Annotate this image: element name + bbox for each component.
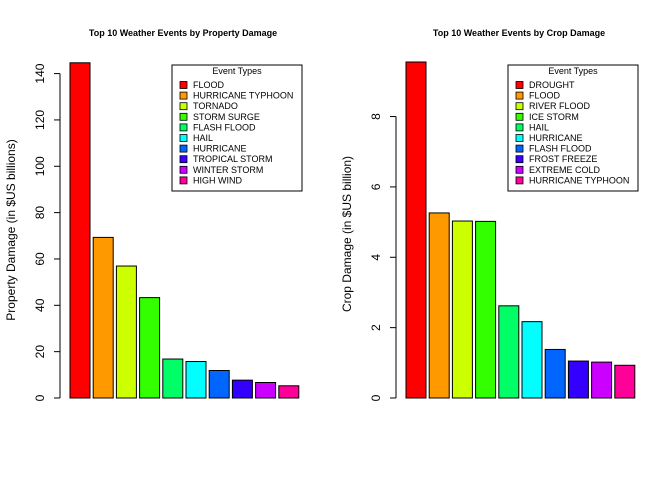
y-tick-label: 0	[369, 394, 383, 401]
legend-label: EXTREME COLD	[529, 165, 601, 175]
legend-label: HURRICANE	[193, 144, 247, 154]
legend-label: HAIL	[193, 133, 213, 143]
bar-group	[405, 61, 636, 399]
bar	[567, 360, 589, 399]
bar	[231, 379, 253, 399]
legend-swatch	[179, 144, 188, 153]
bar	[521, 321, 543, 399]
bar	[255, 381, 277, 399]
chart-title: Top 10 Weather Events by Crop Damage	[433, 28, 605, 38]
legend-box	[171, 64, 303, 192]
bar	[428, 212, 450, 399]
y-axis: 0 20 40 60 80 100 120 140	[33, 63, 61, 401]
legend-swatch	[515, 81, 524, 89]
legend-title: Event Types	[548, 66, 598, 76]
legend-swatch	[179, 102, 188, 111]
crop-damage-panel: Top 10 Weather Events by Crop Damage Cro…	[340, 28, 639, 401]
y-tick-label: 60	[33, 252, 47, 266]
y-tick-label: 120	[33, 110, 47, 130]
bar	[278, 385, 300, 399]
legend-label: WINTER STORM	[193, 165, 263, 175]
legend-label: FROST FREEZE	[529, 154, 597, 164]
legend-box	[507, 64, 639, 192]
y-tick-label: 20	[33, 345, 47, 359]
y-axis-label: Crop Damage (in $US billion)	[340, 156, 354, 312]
legend-swatch	[515, 134, 524, 142]
legend-label: HIGH WIND	[193, 175, 242, 185]
y-axis: 0 2 4 6 8	[369, 113, 397, 401]
bar	[475, 220, 497, 399]
legend-title: Event Types	[212, 66, 262, 76]
bar	[115, 265, 137, 399]
bar	[544, 348, 566, 399]
legend-label: HURRICANE TYPHOON	[529, 175, 629, 185]
bar	[591, 361, 613, 399]
legend-swatch	[179, 134, 188, 142]
legend-swatch	[515, 112, 524, 121]
bar	[162, 358, 184, 399]
legend-label: HURRICANE	[529, 133, 583, 143]
legend-label: FLASH FLOOD	[529, 144, 592, 154]
legend-label: FLASH FLOOD	[193, 122, 256, 132]
chart-title: Top 10 Weather Events by Property Damage	[89, 28, 277, 38]
legend-label: DROUGHT	[529, 80, 575, 90]
legend-label: HURRICANE TYPHOON	[193, 91, 293, 101]
y-tick-label: 80	[33, 206, 47, 220]
bar	[208, 369, 230, 399]
legend-label: FLOOD	[193, 80, 225, 90]
legend-swatch	[515, 155, 524, 164]
bar	[185, 361, 207, 399]
legend-swatch	[179, 155, 188, 164]
bar	[614, 364, 636, 399]
bar	[92, 236, 114, 399]
y-axis-label: Property Damage (in $US billions)	[4, 139, 18, 320]
bar	[451, 220, 473, 399]
legend-swatch	[515, 165, 524, 174]
legend-label: ICE STORM	[529, 112, 579, 122]
legend-label: STORM SURGE	[193, 112, 260, 122]
legend-swatch	[515, 176, 524, 185]
legend-swatch	[515, 123, 524, 132]
property-damage-panel: Top 10 Weather Events by Property Damage…	[4, 28, 303, 401]
y-tick-label: 2	[369, 324, 383, 331]
y-tick-label: 4	[369, 254, 383, 261]
y-tick-label: 8	[369, 113, 383, 120]
legend-swatch	[515, 144, 524, 153]
legend-swatch	[179, 91, 188, 100]
legend-label: FLOOD	[529, 91, 561, 101]
legend-label: TORNADO	[193, 101, 238, 111]
legend-swatch	[179, 176, 188, 185]
y-tick-label: 100	[33, 156, 47, 176]
bar	[405, 61, 427, 399]
y-tick-label: 6	[369, 183, 383, 190]
bar	[498, 305, 520, 399]
legend-label: TROPICAL STORM	[193, 154, 273, 164]
legend-label: RIVER FLOOD	[529, 101, 591, 111]
y-tick-label: 140	[33, 63, 47, 83]
legend-swatch	[515, 91, 524, 100]
bar-group	[69, 62, 300, 399]
legend-swatch	[179, 123, 188, 132]
bar	[139, 297, 161, 399]
y-tick-label: 40	[33, 298, 47, 312]
legend-swatch	[179, 165, 188, 174]
y-tick-label: 0	[33, 394, 47, 401]
legend-label: HAIL	[529, 122, 549, 132]
legend-swatch	[179, 81, 188, 89]
bar	[69, 62, 91, 399]
legend-swatch	[515, 102, 524, 111]
legend-swatch	[179, 112, 188, 121]
